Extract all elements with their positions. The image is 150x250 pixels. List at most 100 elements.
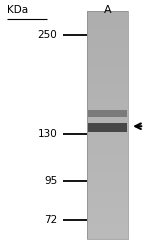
Bar: [87, 172, 128, 175]
Bar: [87, 202, 128, 204]
Bar: [88, 110, 127, 117]
Bar: [87, 158, 128, 162]
Bar: [87, 232, 128, 234]
Bar: [87, 193, 128, 196]
Bar: [87, 72, 128, 75]
Bar: [87, 20, 128, 23]
Bar: [87, 211, 128, 214]
Bar: [87, 13, 128, 16]
Bar: [87, 120, 128, 123]
Bar: [87, 227, 128, 230]
Bar: [87, 127, 128, 130]
Text: 250: 250: [38, 30, 57, 40]
Bar: [87, 47, 128, 50]
Bar: [87, 229, 128, 232]
Bar: [87, 209, 128, 212]
Bar: [87, 206, 128, 209]
Bar: [87, 52, 128, 54]
Bar: [87, 111, 128, 114]
Bar: [87, 177, 128, 180]
Bar: [87, 58, 128, 61]
Bar: [87, 147, 128, 150]
Bar: [87, 36, 128, 38]
Bar: [87, 95, 128, 98]
Bar: [87, 168, 128, 170]
Bar: [87, 90, 128, 93]
Bar: [87, 43, 128, 45]
Text: 72: 72: [44, 215, 57, 225]
Bar: [87, 74, 128, 77]
Bar: [87, 124, 128, 127]
Bar: [87, 236, 128, 239]
Bar: [87, 93, 128, 96]
Bar: [87, 102, 128, 104]
Bar: [87, 68, 128, 70]
Bar: [87, 106, 128, 109]
Bar: [88, 123, 127, 132]
Bar: [87, 18, 128, 20]
Bar: [87, 50, 128, 52]
Bar: [87, 156, 128, 159]
Text: 95: 95: [44, 176, 57, 186]
Bar: [87, 154, 128, 157]
Bar: [87, 84, 128, 86]
Bar: [87, 22, 128, 25]
Bar: [87, 213, 128, 216]
Bar: [87, 15, 128, 18]
Bar: [87, 27, 128, 30]
Bar: [87, 184, 128, 186]
Bar: [87, 174, 128, 177]
Bar: [87, 131, 128, 134]
Bar: [87, 150, 128, 152]
Bar: [87, 195, 128, 198]
Bar: [87, 54, 128, 57]
Bar: [87, 34, 128, 36]
Bar: [87, 152, 128, 154]
Bar: [87, 63, 128, 66]
Bar: [87, 118, 128, 120]
Text: KDa: KDa: [7, 5, 28, 15]
Bar: [87, 140, 128, 143]
Bar: [87, 216, 128, 218]
Bar: [87, 100, 128, 102]
Bar: [87, 40, 128, 43]
Bar: [87, 65, 128, 68]
Bar: [87, 108, 128, 111]
Bar: [87, 45, 128, 48]
Bar: [87, 220, 128, 223]
Bar: [87, 11, 128, 239]
Bar: [87, 234, 128, 236]
Bar: [87, 138, 128, 141]
Bar: [87, 179, 128, 182]
Bar: [87, 143, 128, 146]
Bar: [87, 224, 128, 227]
Bar: [87, 197, 128, 200]
Bar: [87, 24, 128, 27]
Bar: [87, 70, 128, 73]
Bar: [87, 161, 128, 164]
Bar: [87, 134, 128, 136]
Bar: [87, 188, 128, 191]
Bar: [87, 61, 128, 64]
Bar: [87, 181, 128, 184]
Bar: [87, 204, 128, 207]
Bar: [87, 31, 128, 34]
Bar: [87, 38, 128, 41]
Bar: [87, 77, 128, 80]
Bar: [87, 163, 128, 166]
Bar: [87, 113, 128, 116]
Bar: [87, 79, 128, 82]
Text: A: A: [104, 5, 111, 15]
Bar: [87, 222, 128, 225]
Bar: [87, 116, 128, 118]
Bar: [87, 145, 128, 148]
Bar: [87, 170, 128, 173]
Bar: [87, 56, 128, 59]
Bar: [87, 11, 128, 14]
Bar: [87, 29, 128, 32]
Bar: [87, 88, 128, 91]
Bar: [87, 200, 128, 202]
Bar: [87, 81, 128, 84]
Bar: [87, 136, 128, 139]
Bar: [87, 129, 128, 132]
